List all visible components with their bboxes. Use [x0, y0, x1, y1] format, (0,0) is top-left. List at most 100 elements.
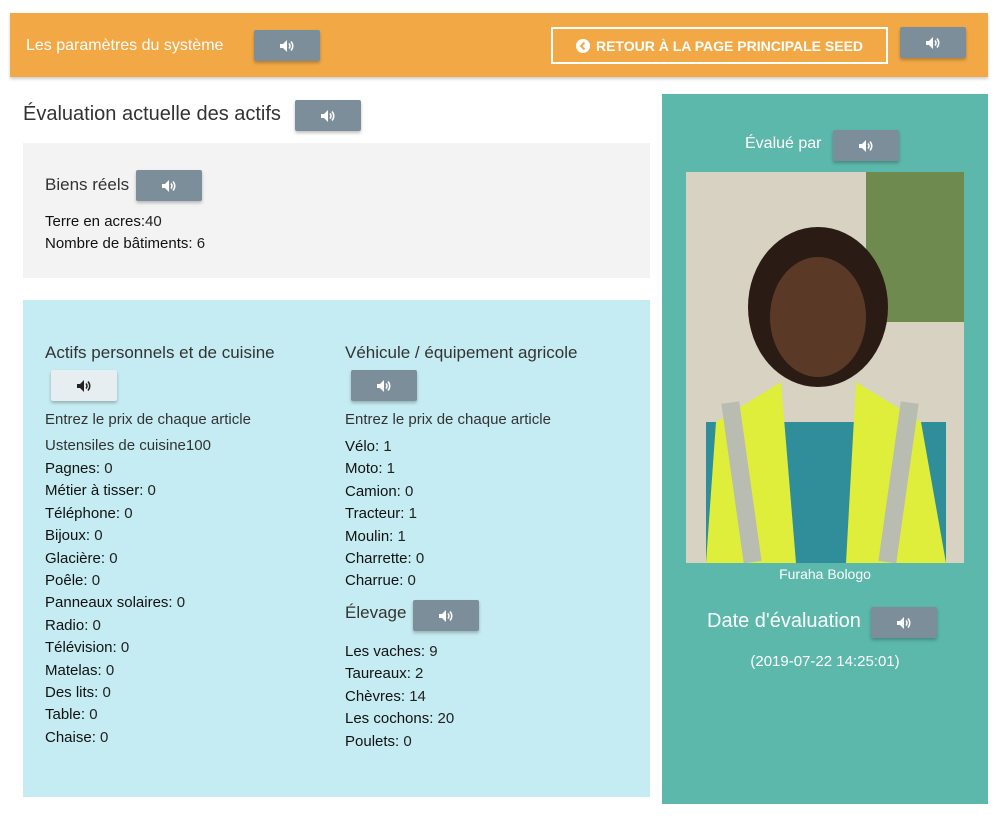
- list-item: Charrue: 0: [345, 570, 424, 592]
- real-estate-section: Biens réels Terre en acres:40 Nombre de b…: [23, 143, 650, 278]
- chevron-left-circle-icon: [575, 38, 590, 53]
- item-value: 6: [192, 235, 206, 253]
- speaker-icon: [925, 36, 941, 50]
- real-estate-title: Biens réels: [45, 175, 130, 194]
- item-value: 0: [90, 527, 103, 545]
- item-label: Panneaux solaires:: [45, 594, 173, 612]
- list-item: Pagnes: 0: [45, 458, 185, 480]
- evaluator-name: Furaha Bologo: [779, 566, 871, 582]
- personal-title: Actifs personnels et de cuisine: [45, 343, 275, 362]
- item-label: Chèvres:: [345, 687, 406, 705]
- speaker-icon: [76, 379, 92, 393]
- speaker-button[interactable]: [51, 370, 117, 401]
- back-to-main-button[interactable]: RETOUR À LA PAGE PRINCIPALE SEED: [551, 27, 888, 64]
- item-label: Nombre de bâtiments:: [45, 235, 193, 253]
- evaluator-panel: Évalué par Furaha Bologo Date d'évaluati…: [662, 94, 988, 804]
- speaker-icon: [376, 379, 392, 393]
- item-label: Matelas:: [45, 661, 102, 679]
- item-label: Camion:: [345, 482, 401, 500]
- list-item: Glacière: 0: [45, 548, 185, 570]
- speaker-button[interactable]: [254, 30, 320, 61]
- list-item: Métier à tisser: 0: [45, 480, 185, 502]
- item-label: Pagnes:: [45, 460, 101, 477]
- list-item: Chèvres: 14: [345, 686, 454, 708]
- personal-hint: Entrez le prix de chaque article: [45, 411, 251, 428]
- list-item: Table: 0: [45, 704, 185, 726]
- item-label: Moulin:: [345, 527, 394, 545]
- list-item: Poulets: 0: [345, 731, 454, 753]
- speaker-button[interactable]: [136, 170, 202, 201]
- list-item: Moto: 1: [345, 458, 424, 480]
- item-label: Table:: [45, 706, 86, 724]
- list-item: Des lits: 0: [45, 682, 185, 704]
- item-label: Charrette:: [345, 550, 412, 568]
- item-label: Des lits:: [45, 684, 99, 702]
- speaker-icon: [161, 179, 177, 193]
- speaker-button[interactable]: [900, 27, 966, 58]
- item-label: Glacière:: [45, 549, 106, 567]
- item-label: Bijoux:: [45, 527, 91, 545]
- item-value: 0: [98, 684, 111, 702]
- item-value: 0: [101, 661, 115, 679]
- list-item: Charrette: 0: [345, 548, 424, 570]
- list-item: Chaise: 0: [45, 727, 185, 749]
- item-label: Chaise:: [45, 728, 96, 746]
- item-value: 0: [120, 504, 133, 522]
- item-label: Tracteur:: [345, 505, 405, 523]
- back-label: RETOUR À LA PAGE PRINCIPALE SEED: [595, 37, 864, 54]
- item-value: 0: [411, 550, 425, 568]
- list-item: Moulin: 1: [345, 526, 424, 548]
- speaker-button[interactable]: [833, 130, 899, 161]
- item-value: 2: [410, 665, 424, 683]
- list-item: Radio: 0: [45, 615, 185, 637]
- list-item: Taureaux: 2: [345, 663, 454, 685]
- item-label: Téléphone:: [45, 504, 121, 522]
- vehicle-hint: Entrez le prix de chaque article: [345, 411, 551, 428]
- list-item: Les vaches: 9: [345, 641, 454, 663]
- livestock-title: Élevage: [345, 603, 407, 622]
- speaker-icon: [858, 139, 874, 153]
- speaker-icon: [896, 616, 912, 630]
- list-item: Nombre de bâtiments: 6: [45, 233, 205, 255]
- list-item: Bijoux: 0: [45, 525, 185, 547]
- item-value: 40: [145, 213, 162, 230]
- item-value: 1: [382, 460, 396, 478]
- item-label: Métier à tisser:: [45, 482, 144, 500]
- item-value: 0: [172, 594, 186, 612]
- item-value: 9: [425, 643, 438, 660]
- list-item: Panneaux solaires: 0: [45, 592, 185, 614]
- speaker-button[interactable]: [295, 100, 361, 131]
- item-value: 0: [116, 639, 130, 657]
- list-item: Camion: 0: [345, 481, 424, 503]
- vehicle-title: Véhicule / équipement agricole: [345, 343, 578, 362]
- speaker-button[interactable]: [413, 600, 479, 631]
- speaker-icon: [279, 39, 295, 53]
- item-value: 0: [100, 460, 113, 477]
- item-label: Les cochons:: [345, 710, 434, 728]
- evaluation-date: (2019-07-22 14:25:01): [750, 653, 900, 670]
- evaluated-by-label: Évalué par: [745, 135, 822, 152]
- item-value: 1: [379, 438, 392, 455]
- speaker-button[interactable]: [871, 607, 937, 638]
- page-title: Évaluation actuelle des actifs: [23, 103, 281, 125]
- item-value: 20: [433, 710, 455, 728]
- personal-assets-section: Actifs personnels et de cuisine Entrez l…: [23, 300, 650, 797]
- item-value: 0: [400, 482, 414, 500]
- settings-title: Les paramètres du système: [26, 37, 224, 54]
- speaker-button[interactable]: [351, 370, 417, 401]
- item-label: Télévision:: [45, 639, 117, 657]
- item-label: Vélo:: [345, 438, 380, 455]
- item-value: 0: [95, 728, 109, 746]
- speaker-icon: [320, 109, 336, 123]
- item-label: Les vaches:: [345, 643, 426, 660]
- evaluator-photo: [686, 172, 964, 563]
- item-label: Poulets:: [345, 732, 400, 750]
- list-item: Téléphone: 0: [45, 503, 185, 525]
- item-value: 14: [405, 687, 426, 705]
- list-item: Vélo: 1: [345, 436, 424, 458]
- list-item: Poêle: 0: [45, 570, 185, 592]
- item-label: Terre en acres:: [45, 213, 146, 230]
- item-value: 0: [87, 572, 101, 590]
- list-item: Télévision: 0: [45, 637, 185, 659]
- item-value: 0: [105, 549, 118, 567]
